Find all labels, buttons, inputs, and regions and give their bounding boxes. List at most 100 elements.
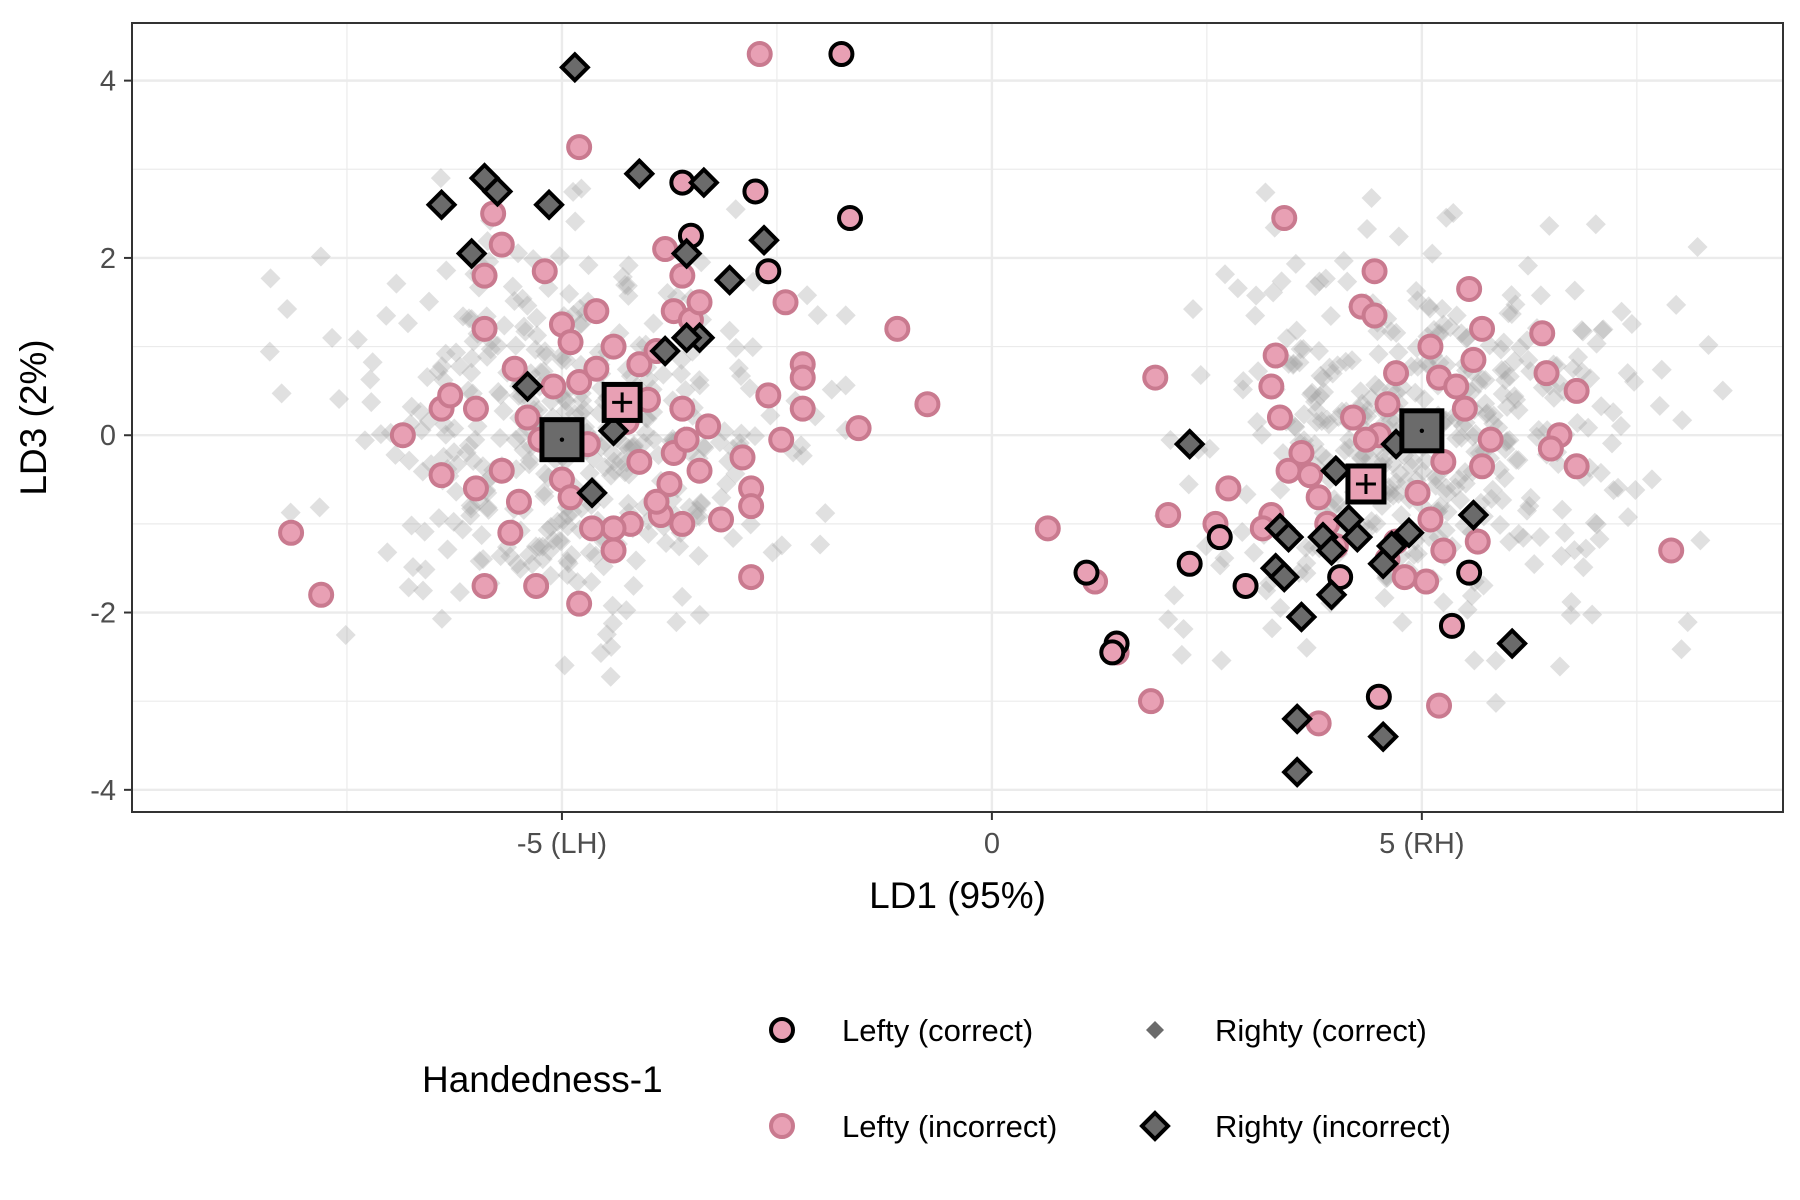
y-axis-title: LD3 (2%) [13,339,54,495]
righty-correct-point [1374,587,1395,608]
righty-correct-point [1445,477,1466,498]
righty-correct-point [401,515,422,536]
righty-correct-point [1407,543,1428,564]
righty-correct-point [550,531,571,552]
lefty-correct-point [1456,559,1483,586]
lefty-incorrect-point [579,515,606,542]
righty-correct-point [385,444,406,465]
righty-correct-point [1232,522,1253,543]
righty-correct-point [553,509,574,530]
lefty-incorrect-point [738,564,765,591]
lefty-incorrect-point [669,262,696,289]
lefty-incorrect-point [656,470,683,497]
lefty-incorrect-point [1034,515,1061,542]
righty-correct-point [602,443,623,464]
righty-correct-point [1319,357,1340,378]
righty-correct-point [731,423,752,444]
righty-correct-point [675,380,696,401]
lefty-incorrect-point [738,493,765,520]
righty-correct-point [444,442,465,463]
righty-correct-point [1591,396,1612,417]
righty-correct-point [1276,328,1297,349]
righty-correct-point [522,554,543,575]
righty-correct-point [1461,585,1482,606]
righty-correct-point [1233,371,1254,392]
lefty-incorrect-point [1477,426,1504,453]
righty-correct-point [370,424,391,445]
righty-correct-point [1403,544,1424,565]
righty-correct-point [1476,404,1497,425]
righty-correct-point [461,362,482,383]
righty-correct-point [711,487,732,508]
righty-correct-point [558,553,579,574]
righty-correct-point [618,255,639,276]
righty-correct-point [1506,389,1527,410]
righty-correct-point [446,481,467,502]
lefty-incorrect-point [583,298,610,325]
righty-correct-point [435,424,456,445]
righty-correct-point [1477,402,1498,423]
righty-correct-point [513,316,534,337]
righty-correct-point [810,534,831,555]
righty-correct-point [453,306,474,327]
righty-correct-point [1485,650,1506,671]
righty-correct-point [428,361,449,382]
righty-correct-point [1499,366,1520,387]
righty-correct-point [354,430,375,451]
righty-correct-point [1311,411,1332,432]
righty-correct-point [1610,415,1631,436]
x-tick-label: -5 (LH) [517,828,607,860]
lefty-incorrect-point [789,395,816,422]
righty-correct-point [1337,271,1358,292]
righty-correct-point [1554,522,1575,543]
lefty-incorrect-point [669,510,696,537]
righty-correct-point [561,544,582,565]
righty-correct-point [791,435,812,456]
righty-correct-point [549,530,570,551]
righty-correct-point [611,450,632,471]
righty-correct-point [512,288,533,309]
righty-correct-point [745,426,766,447]
righty-correct-point [1493,332,1514,353]
legend-label: Lefty (incorrect) [842,1109,1057,1144]
righty-correct-point [1621,314,1642,335]
righty-correct-point [1388,342,1409,363]
righty-correct-point [1712,380,1733,401]
righty-correct-point [444,418,465,439]
righty-correct-point [1617,363,1638,384]
righty-correct-point [1342,350,1363,371]
lefty-incorrect-point [462,475,489,502]
y-axis: -4 -2 0 2 4 [90,66,132,807]
lefty-incorrect-point [1469,315,1496,342]
lefty-incorrect-point [1658,537,1685,564]
righty-correct-point [1243,542,1264,563]
righty-correct-point [725,199,746,220]
righty-correct-point [1575,538,1596,559]
righty-correct-point [1309,271,1330,292]
righty-correct-point [1590,462,1611,483]
righty-correct-point [555,400,576,421]
righty-correct-point [1335,351,1356,372]
righty-correct-point [410,401,431,422]
righty-incorrect-point [455,237,488,270]
righty-correct-point [723,528,744,549]
righty-correct-point [494,315,515,336]
righty-correct-point [1390,463,1411,484]
righty-correct-point [1248,361,1269,382]
righty-correct-point [398,577,419,598]
lefty-incorrect-point [626,448,653,475]
righty-correct-point [376,305,397,326]
righty-correct-point [1494,468,1515,489]
righty-correct-point [1306,412,1327,433]
righty-correct-point [1368,344,1389,365]
righty-correct-point [1386,322,1407,343]
righty-correct-point [547,511,568,532]
righty-correct-point [1481,488,1502,509]
righty-correct-point [1584,512,1605,533]
righty-correct-point [1306,400,1327,421]
righty-correct-point [1508,450,1529,471]
righty-correct-point [552,350,573,371]
lefty-incorrect-point [389,422,416,449]
righty-correct-point [1497,396,1518,417]
